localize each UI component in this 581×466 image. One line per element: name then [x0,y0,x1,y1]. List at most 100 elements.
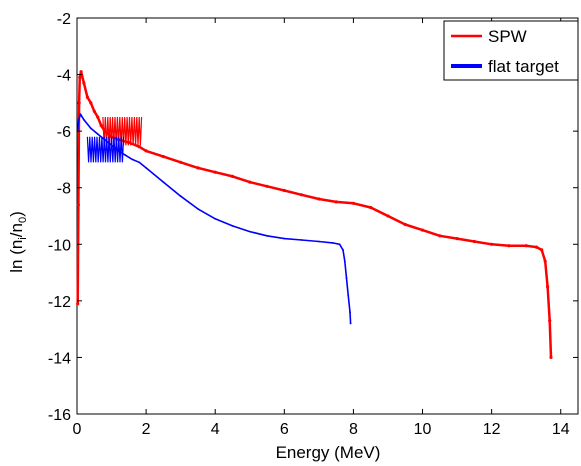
data-point [345,277,348,280]
axes-frame [76,17,579,415]
data-point [265,184,269,188]
data-point [96,115,100,119]
data-point [349,322,352,325]
axis-ticks: 0 2 4 6 8 10 12 14 -16 -14 -12 -10 -8 -6 -4 -2 [48,11,578,438]
data-point [300,239,303,241]
y-tick-label: -2 [57,11,71,28]
x-tick-label: 10 [414,421,432,438]
data-point [83,118,85,121]
data-point [77,118,80,121]
x-tick-label: 2 [142,421,151,438]
y-axis-label: ln (ni/n0) [7,211,29,273]
data-point [89,127,92,130]
x-tick-label: 0 [73,421,82,438]
data-point [144,149,148,153]
data-point [318,240,320,243]
data-point [546,285,550,289]
data-point [79,70,83,74]
data-point [349,311,351,314]
legend-box [443,20,579,81]
data-point [89,101,93,105]
data-point [438,234,442,238]
x-tick-label: 12 [483,421,501,438]
data-point [162,181,165,184]
data-point [490,242,494,246]
data-point [196,166,200,170]
data-point [179,195,182,198]
data-point [78,75,82,79]
x-axis-label: Energy (MeV) [276,443,381,462]
y-tick-label: -12 [48,294,71,311]
data-point [282,188,286,193]
data-point [369,205,373,210]
data-point [96,133,99,135]
data-point [76,302,80,306]
data-point [161,155,165,159]
data-point [266,234,268,237]
data-point [283,237,286,240]
legend-label-flat-target: flat target [488,57,559,76]
data-point [549,355,553,359]
legend: SPW flat target [443,20,579,81]
data-point [76,203,80,207]
data-point [540,248,544,252]
plot-area [76,17,579,415]
x-tick-label: 6 [280,421,289,438]
data-point [524,244,528,248]
data-point [507,244,511,248]
data-point [124,154,127,157]
data-point [455,237,459,241]
data-point [214,217,217,220]
data-point [342,249,344,251]
data-point [99,123,103,128]
data-point [300,193,304,197]
data-point [145,167,148,169]
y-tick-label: -6 [57,124,71,141]
x-tick-label: 8 [349,421,358,438]
data-point [85,95,89,99]
data-point [92,109,96,113]
data-point [386,214,390,218]
x-tick-label: 14 [552,421,570,438]
data-point [137,145,141,149]
data-point [131,158,134,161]
data-point [213,170,217,174]
y-tick-label: -14 [48,350,71,367]
data-point [403,222,407,227]
data-point [82,81,86,85]
series-0 [76,70,553,359]
data-point [248,180,252,184]
y-tick-label: -8 [57,181,71,198]
y-tick-label: -4 [57,68,71,85]
data-point [127,140,131,145]
data-point [347,294,350,297]
data-point [138,161,141,164]
data-point [110,144,113,147]
data-point [77,101,81,105]
data-point [420,228,425,232]
data-point [79,113,82,116]
data-point [331,242,334,244]
data-point [103,129,107,133]
data-point [231,225,234,227]
data-point [317,197,321,201]
y-tick-label: -16 [48,407,71,424]
data-point [548,319,552,323]
data-point [343,260,346,263]
legend-label-spw: SPW [488,27,527,46]
data-point [117,150,120,152]
series-band-1 [86,136,125,163]
data-point [334,200,338,204]
data-point [338,243,341,246]
data-point [230,174,235,178]
x-tick-label: 4 [211,421,220,438]
data-point [543,259,547,263]
series-1 [76,113,352,325]
data-point [472,239,476,244]
data-point [248,230,251,233]
data-point [179,160,183,164]
data-point [103,138,106,141]
data-point [197,208,199,210]
data-point [351,201,355,205]
